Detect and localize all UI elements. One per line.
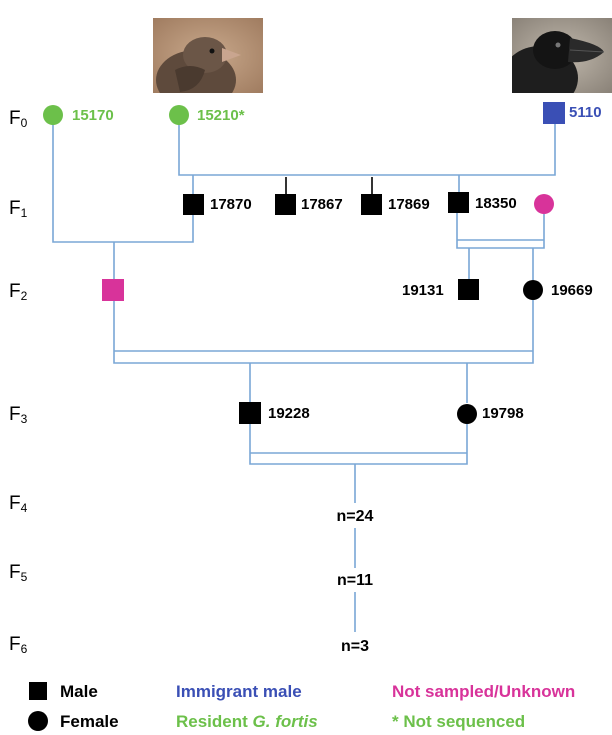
generation-labels: F0 F1 F2 F3 F4 F5 F6 <box>9 108 28 656</box>
f2-male-unknown <box>102 279 124 301</box>
f1-male-17870 <box>183 194 204 215</box>
legend-not-sequenced-label: * Not sequenced <box>392 712 525 731</box>
f0-immigrant-male-5110-label: 5110 <box>569 104 602 121</box>
resident-finch-photo <box>153 18 263 93</box>
legend-female-label: Female <box>60 712 119 731</box>
f1-male-18350-label: 18350 <box>475 195 517 212</box>
f2-mating-line <box>113 300 534 364</box>
f5-count: n=11 <box>337 572 373 589</box>
f1-male-17870-label: 17870 <box>210 196 252 213</box>
f1-male-17867-label: 17867 <box>301 196 343 213</box>
gen-label-f4: F4 <box>9 493 28 515</box>
f4-count: n=24 <box>337 508 374 525</box>
f2-female-19669-label: 19669 <box>551 282 593 299</box>
f1-individuals: 17870 17867 17869 18350 <box>183 192 554 215</box>
legend-unknown-label: Not sampled/Unknown <box>392 682 575 701</box>
pedigree-lines <box>52 124 556 632</box>
f0-female-15170 <box>43 105 63 125</box>
f3-mating-line <box>249 424 468 465</box>
f1-male-18350 <box>448 192 469 213</box>
f2-male-19131-label: 19131 <box>402 282 444 299</box>
gen-label-f1: F1 <box>9 198 28 220</box>
gen-label-f3: F3 <box>9 404 28 426</box>
f2-individuals: 19131 19669 <box>102 279 593 301</box>
f3-male-19228 <box>239 402 261 424</box>
legend-resident-label: Resident G. fortis <box>176 712 318 731</box>
f0-female-15210-label: 15210* <box>197 107 245 124</box>
legend-female-symbol <box>28 711 48 731</box>
f1-male-17867 <box>275 194 296 215</box>
f0-immigrant-male-5110 <box>543 102 565 124</box>
gen-label-f2: F2 <box>9 281 28 303</box>
f3-female-19798 <box>457 404 477 424</box>
f1-female-unknown <box>534 194 554 214</box>
f0-individuals: 15170 15210* 5110 <box>43 102 602 125</box>
f6-count: n=3 <box>341 638 369 655</box>
f3-female-19798-label: 19798 <box>482 405 524 422</box>
f1-mating-line-left <box>52 124 194 243</box>
f2-male-19131 <box>458 279 479 300</box>
legend-male-label: Male <box>60 682 98 701</box>
f0-female-15210 <box>169 105 189 125</box>
f1-male-17869 <box>361 194 382 215</box>
f3-male-19228-label: 19228 <box>268 405 310 422</box>
f1-mating-line-right <box>456 211 545 249</box>
offspring-counts: n=24 n=11 n=3 <box>337 508 374 655</box>
legend: Male Female Immigrant male Resident G. f… <box>28 682 575 731</box>
f0-female-15170-label: 15170 <box>72 107 114 124</box>
gen-label-f0: F0 <box>9 108 28 130</box>
immigrant-finch-photo <box>512 18 612 93</box>
f3-individuals: 19228 19798 <box>239 402 524 424</box>
f2-female-19669 <box>523 280 543 300</box>
legend-male-symbol <box>29 682 47 700</box>
legend-immigrant-label: Immigrant male <box>176 682 302 701</box>
f1-male-17869-label: 17869 <box>388 196 430 213</box>
gen-label-f6: F6 <box>9 634 28 656</box>
f0-mating-line <box>178 124 556 176</box>
gen-label-f5: F5 <box>9 562 28 584</box>
